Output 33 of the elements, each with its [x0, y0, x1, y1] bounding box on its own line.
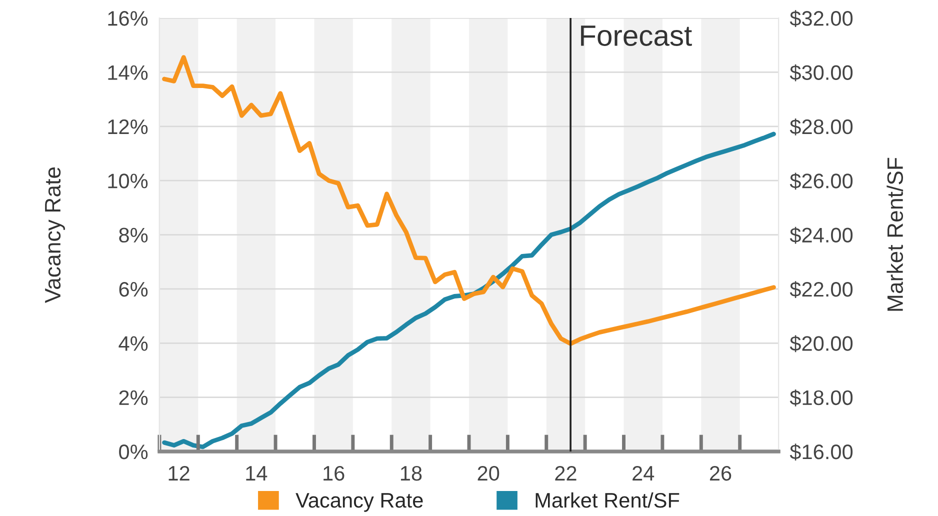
y-tick-label: 12% — [108, 119, 148, 134]
x-tick-label: 24 — [632, 466, 654, 480]
y-tick-label: 8% — [119, 228, 148, 243]
legend-label: Vacancy Rate — [296, 493, 423, 512]
y2-tick-label: $24.00 — [790, 226, 853, 244]
x-tick-label: 14 — [246, 466, 268, 480]
x-tick-label: 26 — [710, 466, 732, 481]
y2-axis-title: Market Rent/SF — [886, 158, 904, 311]
y2-tick-label: $32.00 — [790, 10, 853, 28]
y2-tick-label: $18.00 — [790, 389, 853, 406]
y-tick-label: 14% — [108, 65, 148, 80]
x-tick-label: 12 — [168, 466, 190, 480]
y2-tick-label: $16.00 — [790, 444, 853, 460]
line-series — [162, 55, 776, 346]
y2-tick-label: $22.00 — [790, 281, 853, 298]
legend-label: Market Rent/SF — [536, 492, 680, 508]
x-tick-label: 16 — [324, 466, 344, 481]
y-tick-label: 2% — [119, 390, 148, 405]
y-tick-label: 4% — [118, 336, 148, 351]
y-tick-label: 0% — [119, 444, 148, 460]
y2-tick-label: $20.00 — [790, 335, 853, 352]
y2-tick-label: $30.00 — [790, 64, 853, 82]
y-tick-label: 16% — [108, 11, 148, 26]
x-tick-label: 22 — [555, 466, 576, 480]
x-tick-label: 18 — [400, 466, 422, 481]
y2-tick-label: $26.00 — [790, 172, 853, 190]
x-tick-label: 20 — [478, 466, 500, 481]
y-axis-title: Vacancy Rate — [45, 167, 65, 304]
y2-tick-label: $28.00 — [790, 118, 853, 136]
y-tick-label: 6% — [119, 282, 148, 297]
line-series — [162, 132, 776, 450]
y-tick-label: 10% — [108, 174, 148, 188]
ref-line-label: Forecast — [581, 26, 692, 46]
